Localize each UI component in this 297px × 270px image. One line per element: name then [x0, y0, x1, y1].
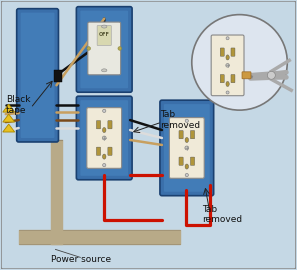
Ellipse shape: [185, 146, 189, 150]
Ellipse shape: [102, 154, 106, 159]
FancyBboxPatch shape: [220, 48, 224, 56]
FancyBboxPatch shape: [179, 157, 183, 165]
FancyBboxPatch shape: [76, 96, 132, 180]
Text: Power source: Power source: [50, 255, 110, 264]
Text: Tab
removed: Tab removed: [202, 205, 242, 224]
FancyBboxPatch shape: [190, 157, 195, 165]
FancyBboxPatch shape: [97, 121, 101, 129]
FancyBboxPatch shape: [231, 75, 235, 83]
Ellipse shape: [102, 127, 106, 133]
FancyBboxPatch shape: [97, 147, 101, 156]
Text: Black
tape: Black tape: [6, 96, 30, 115]
Ellipse shape: [118, 47, 121, 50]
Polygon shape: [3, 104, 15, 112]
FancyBboxPatch shape: [54, 70, 62, 82]
FancyBboxPatch shape: [87, 108, 122, 168]
FancyBboxPatch shape: [17, 9, 59, 142]
Circle shape: [192, 15, 287, 110]
FancyBboxPatch shape: [220, 75, 224, 83]
FancyBboxPatch shape: [80, 100, 128, 176]
FancyBboxPatch shape: [231, 48, 235, 56]
FancyBboxPatch shape: [21, 13, 54, 138]
Ellipse shape: [185, 173, 188, 177]
FancyBboxPatch shape: [190, 130, 195, 139]
FancyBboxPatch shape: [80, 11, 128, 88]
Ellipse shape: [226, 63, 229, 67]
FancyBboxPatch shape: [164, 104, 210, 192]
Text: OFF: OFF: [99, 32, 110, 37]
Ellipse shape: [226, 91, 229, 94]
Ellipse shape: [185, 164, 189, 169]
FancyBboxPatch shape: [160, 100, 214, 196]
FancyBboxPatch shape: [169, 118, 204, 178]
Ellipse shape: [103, 164, 106, 167]
Ellipse shape: [185, 137, 189, 143]
Ellipse shape: [226, 82, 229, 86]
Ellipse shape: [87, 47, 91, 50]
FancyBboxPatch shape: [88, 22, 121, 75]
Ellipse shape: [102, 136, 106, 140]
Text: Tab
removed: Tab removed: [160, 110, 200, 130]
FancyBboxPatch shape: [108, 121, 112, 129]
FancyBboxPatch shape: [242, 72, 251, 79]
Circle shape: [267, 71, 275, 79]
FancyBboxPatch shape: [97, 26, 111, 45]
Polygon shape: [3, 114, 15, 122]
Polygon shape: [3, 124, 15, 132]
Ellipse shape: [185, 119, 188, 122]
Ellipse shape: [226, 37, 229, 40]
Ellipse shape: [102, 25, 107, 28]
FancyBboxPatch shape: [179, 130, 183, 139]
FancyBboxPatch shape: [108, 147, 112, 156]
FancyBboxPatch shape: [211, 35, 244, 96]
Ellipse shape: [226, 55, 229, 60]
FancyBboxPatch shape: [76, 7, 132, 92]
Ellipse shape: [102, 69, 107, 72]
Ellipse shape: [103, 109, 106, 113]
